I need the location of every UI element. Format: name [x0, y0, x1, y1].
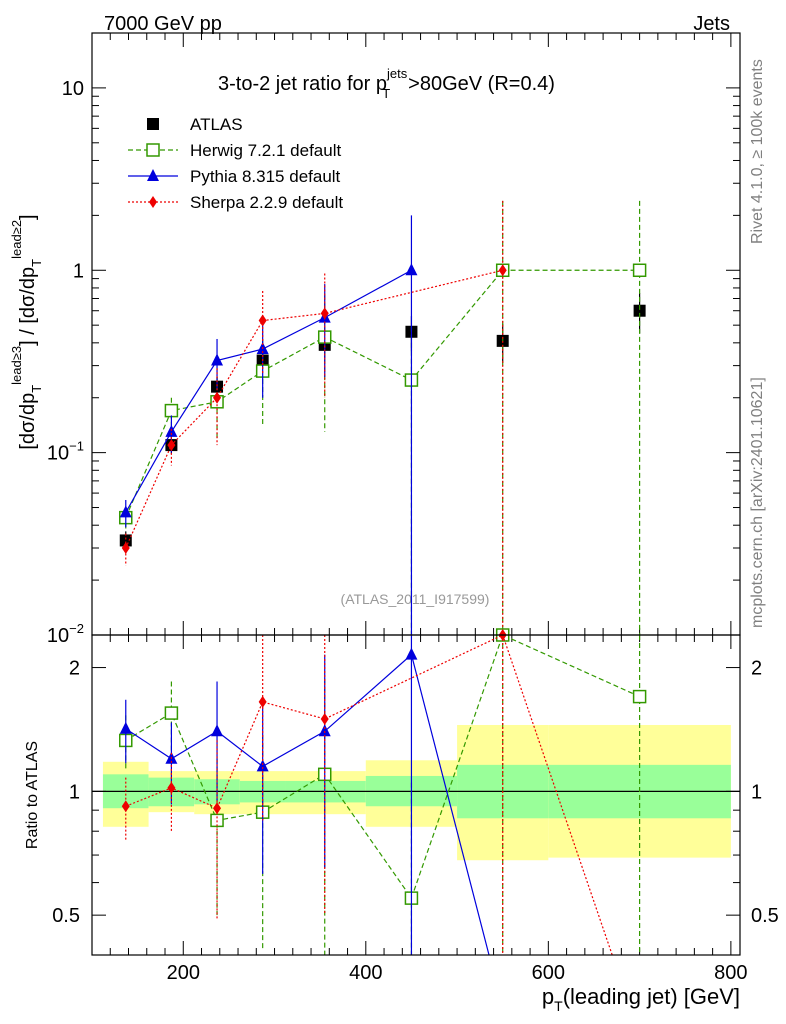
ratio-y-tick-label: 2 — [69, 658, 80, 680]
pythia-point — [211, 724, 224, 737]
ratio-y-tick-label-right: 1 — [751, 781, 762, 803]
ratio-y-tick-label-right: 0.5 — [751, 905, 779, 927]
header-left: 7000 GeV pp — [104, 13, 222, 35]
series-line — [125, 269, 640, 518]
legend-label: Herwig 7.2.1 default — [190, 141, 341, 160]
mcplots-label: mcplots.cern.ch [arXiv:2401.10621] — [749, 377, 766, 628]
herwig-point — [164, 403, 179, 418]
legend-label: ATLAS — [190, 115, 243, 134]
sherpa-point — [258, 695, 267, 708]
sherpa-point — [213, 802, 222, 815]
ratio-y-tick-label-right: 2 — [751, 658, 762, 680]
sherpa-point — [320, 712, 329, 725]
main-ylabel: [dσ/dpTlead≥3] / [dσ/dpTlead≥2] — [9, 214, 44, 449]
atlas-point — [633, 304, 646, 317]
x-tick-label: 800 — [714, 962, 747, 984]
legend-label: Sherpa 2.2.9 default — [190, 193, 343, 212]
main-series — [119, 200, 647, 635]
herwig-point — [146, 143, 160, 157]
sherpa-point — [498, 264, 507, 277]
y-tick-label: 10−2 — [47, 621, 84, 647]
series-line — [125, 269, 412, 513]
ratio-y-tick-label: 1 — [69, 781, 80, 803]
herwig-point — [164, 706, 179, 720]
y-tick-label: 10 — [62, 78, 84, 100]
legend-label: Pythia 8.315 default — [190, 167, 341, 186]
herwig-point — [632, 689, 647, 704]
sherpa-point — [320, 307, 329, 320]
ratio-line — [125, 634, 640, 900]
series-line — [125, 269, 503, 549]
main-axis-ticks: 10 1 10−1 10−2 — [47, 32, 740, 647]
atlas-point — [147, 118, 159, 130]
x-tick-label: 600 — [532, 962, 565, 984]
sherpa-point — [121, 800, 130, 813]
atlas-point — [119, 534, 132, 547]
reference-label: (ATLAS_2011_I917599) — [341, 591, 490, 607]
pythia-point — [318, 724, 331, 737]
pythia-point — [119, 505, 132, 518]
xlabel: pT(leading jet) [GeV] — [542, 984, 740, 1014]
ratio-bands — [92, 724, 740, 861]
pythia-point — [147, 169, 159, 181]
ratio-axis-ticks: 200 400 600 800 2 2 1 1 0.5 0.5 — [52, 635, 779, 984]
y-tick-label: 1 — [73, 260, 84, 282]
ratio-frame — [91, 634, 741, 956]
x-tick-label: 400 — [349, 962, 382, 984]
sherpa-point — [149, 196, 157, 208]
pythia-point — [256, 759, 269, 772]
sherpa-point — [258, 314, 267, 327]
x-tick-label: 200 — [167, 962, 200, 984]
y-tick-label: 10−1 — [47, 439, 84, 465]
sherpa-point — [213, 391, 222, 404]
pythia-point — [211, 353, 224, 366]
sherpa-point — [167, 781, 176, 794]
herwig-point — [632, 263, 647, 278]
header-right: Jets — [693, 13, 730, 35]
pythia-point — [405, 647, 418, 660]
legend: ATLAS Herwig 7.2.1 default Pythia 8.315 de… — [128, 115, 343, 212]
sherpa-point — [167, 439, 176, 452]
ratio-y-tick-label: 0.5 — [52, 905, 80, 927]
ratio-ylabel: Ratio to ATLAS — [24, 741, 41, 849]
pythia-point — [405, 263, 418, 276]
chart-title: 3-to-2 jet ratio for pjets T >80GeV (R=0.4… — [218, 66, 555, 101]
ratio-series — [119, 628, 647, 956]
rivet-label: Rivet 4.1.0, ≥ 100k events — [749, 59, 766, 244]
sherpa-point — [121, 541, 130, 554]
pythia-point — [119, 721, 132, 734]
